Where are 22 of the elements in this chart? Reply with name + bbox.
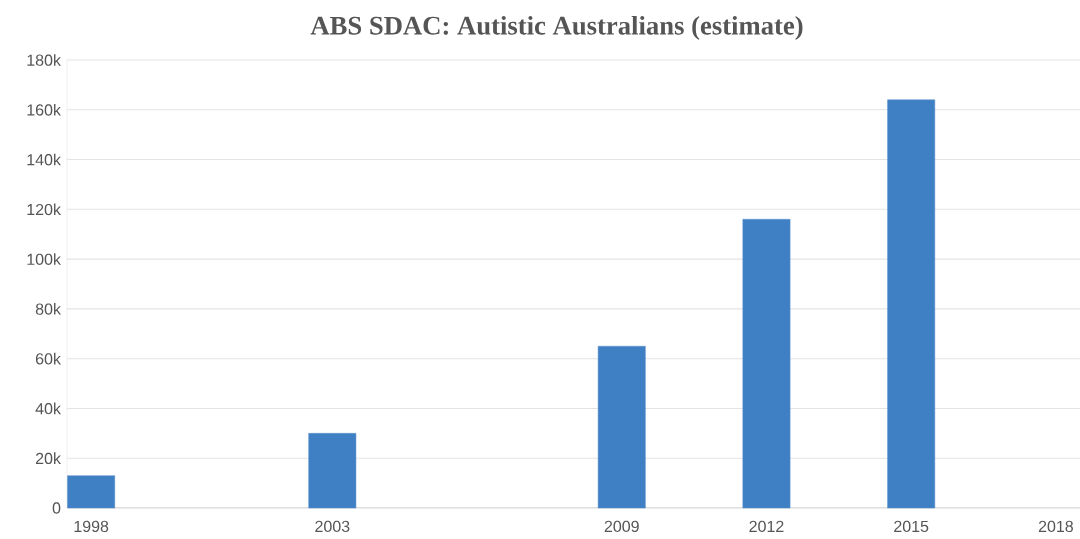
x-tick-label: 2009 [604, 520, 639, 533]
x-tick-label: 2015 [894, 520, 929, 533]
y-tick-label: 100k [27, 253, 61, 265]
y-tick-label: 160k [27, 103, 61, 116]
bar [597, 345, 646, 509]
y-tick-label: 40k [35, 402, 61, 415]
x-tick-label: 2012 [749, 520, 784, 533]
bar [742, 219, 791, 509]
x-tick-label: 2018 [1038, 520, 1073, 533]
y-tick-label: 60k [35, 352, 61, 365]
y-tick-label: 80k [35, 303, 61, 315]
x-tick-label: 2003 [315, 520, 350, 533]
bar [67, 475, 116, 509]
y-tick-label: 180k [27, 54, 61, 66]
y-tick-label: 0 [52, 502, 61, 514]
y-tick-label: 120k [27, 203, 61, 216]
y-tick-label: 20k [35, 452, 61, 465]
y-tick-label: 140k [27, 153, 61, 166]
chart-title: ABS SDAC: Autistic Australians (estimate) [310, 15, 803, 41]
bar [887, 99, 936, 509]
x-tick-label: 1998 [74, 520, 109, 533]
bar [308, 433, 357, 509]
